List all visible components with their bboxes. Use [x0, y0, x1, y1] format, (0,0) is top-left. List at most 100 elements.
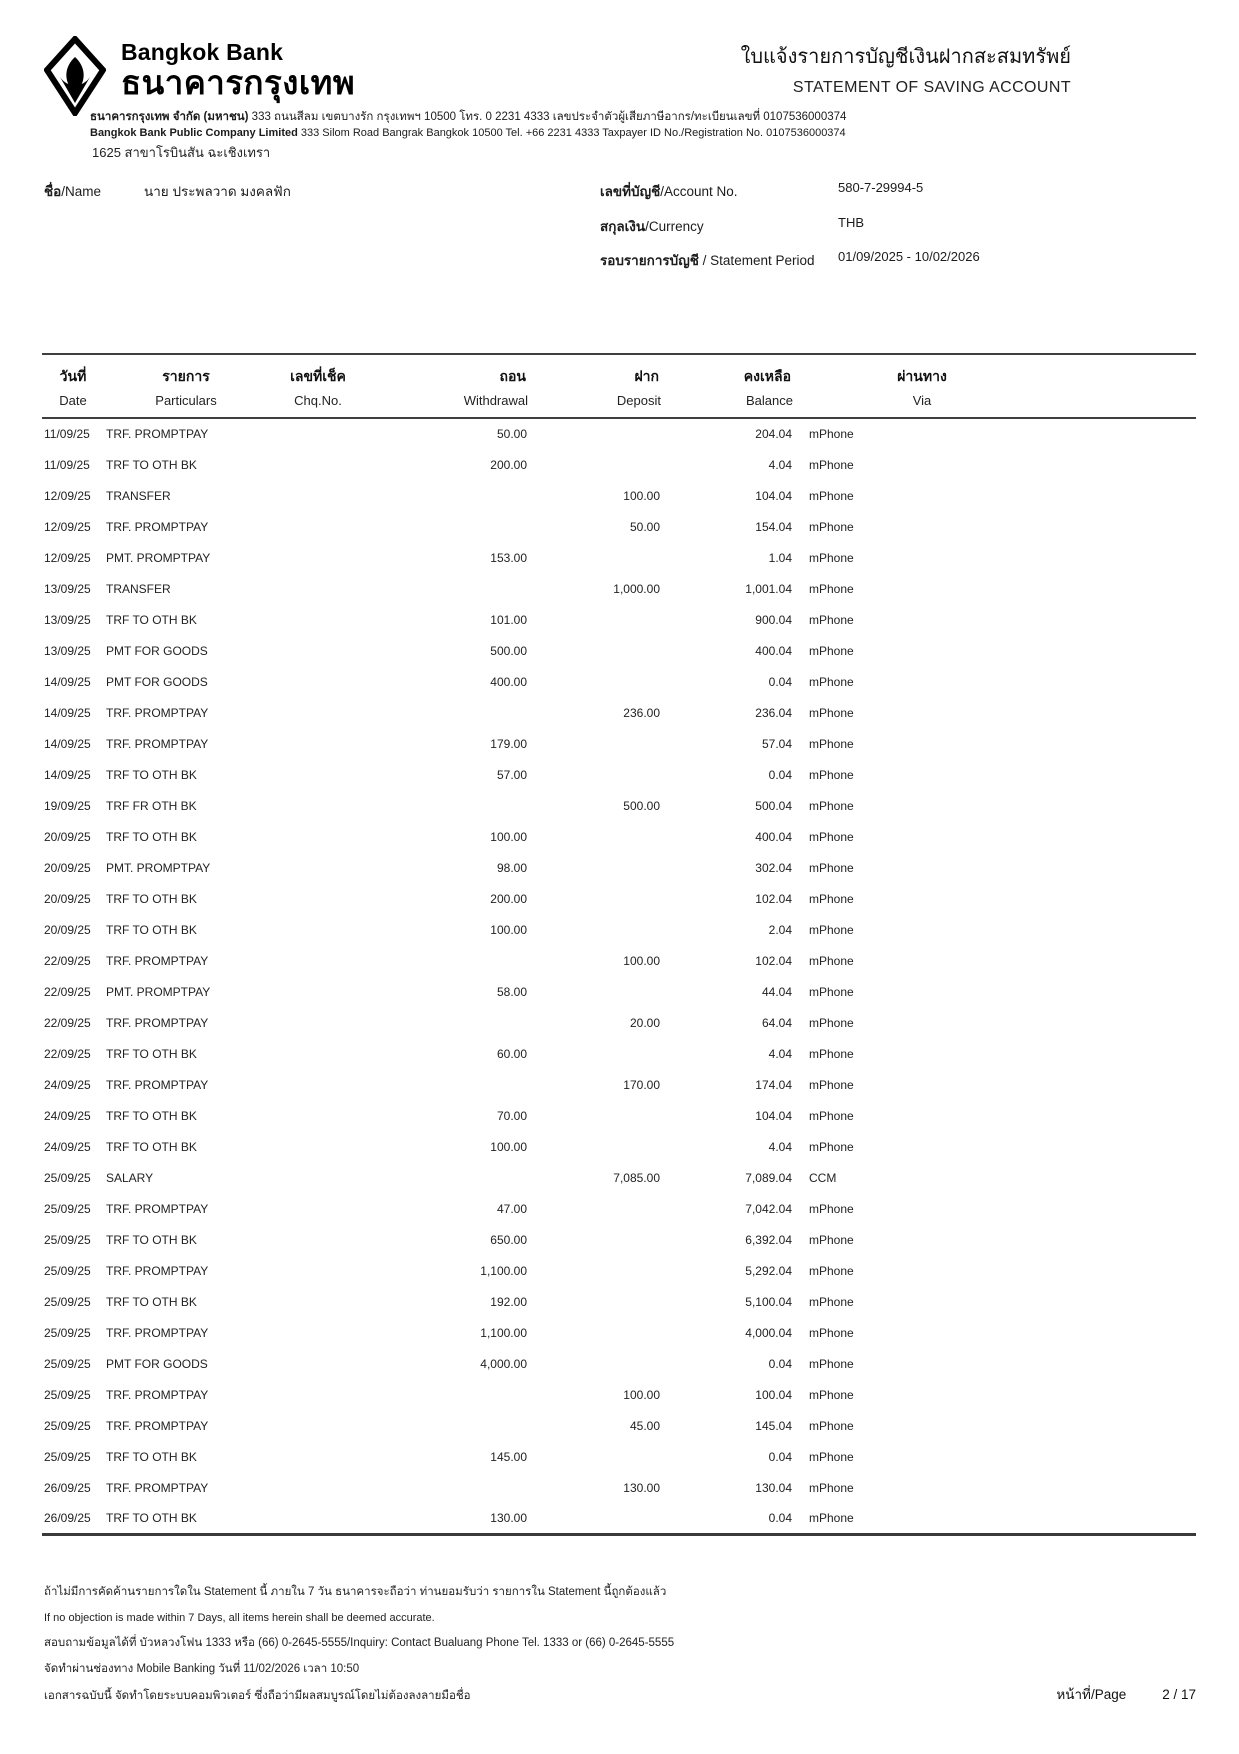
cell-balance: 900.04 [755, 612, 792, 627]
cell-chqno [268, 728, 368, 759]
cell-balance: 130.04 [755, 1480, 792, 1495]
cell-filler [1051, 1224, 1196, 1255]
cell-via: mPhone [809, 1232, 854, 1247]
cell-via: mPhone [809, 1387, 854, 1402]
cell-via: mPhone [809, 1046, 854, 1061]
cell-date: 20/09/25 [44, 891, 91, 906]
header-withdrawal-th: ถอน [499, 368, 526, 384]
table-row: 14/09/25 TRF. PROMPTPAY 179.00 57.04 mPh… [42, 728, 1196, 759]
cell-filler [1051, 1131, 1196, 1162]
cell-chqno [268, 1193, 368, 1224]
cell-balance: 7,042.04 [745, 1201, 792, 1216]
cell-via: mPhone [809, 1108, 854, 1123]
cell-date: 14/09/25 [44, 736, 91, 751]
cell-particulars: PMT. PROMPTPAY [106, 860, 211, 875]
cell-filler [1051, 821, 1196, 852]
cell-balance: 236.04 [755, 705, 792, 720]
footer: ถ้าไม่มีการคัดค้านรายการใดใน Statement น… [44, 1585, 1196, 1704]
table-row: 14/09/25 TRF TO OTH BK 57.00 0.04 mPhone [42, 759, 1196, 790]
cell-particulars: TRF TO OTH BK [106, 1510, 197, 1525]
cell-deposit [528, 1193, 661, 1224]
cell-chqno [268, 1317, 368, 1348]
cell-withdrawal: 98.00 [496, 860, 527, 875]
cell-filler [1051, 697, 1196, 728]
account-no-label-en: /Account No. [660, 184, 738, 199]
header-date-th: วันที่ [59, 368, 87, 384]
cell-via: mPhone [809, 953, 854, 968]
cell-filler [1051, 1162, 1196, 1193]
cell-filler [1051, 1503, 1196, 1534]
cell-particulars: TRF FR OTH BK [106, 798, 197, 813]
cell-particulars: TRF. PROMPTPAY [106, 1418, 209, 1433]
header-date-en: Date [59, 393, 87, 408]
cell-filler [1051, 883, 1196, 914]
document-title-th: ใบแจ้งรายการบัญชีเงินฝากสะสมทรัพย์ [740, 46, 1071, 68]
cell-particulars: PMT FOR GOODS [106, 643, 208, 658]
table-row: 24/09/25 TRF. PROMPTPAY 170.00 174.04 mP… [42, 1069, 1196, 1100]
cell-deposit: 500.00 [623, 798, 660, 813]
cell-chqno [268, 1069, 368, 1100]
cell-filler [1051, 1441, 1196, 1472]
cell-chqno [268, 1131, 368, 1162]
cell-date: 11/09/25 [44, 457, 90, 472]
cell-balance: 174.04 [755, 1077, 792, 1092]
cell-chqno [268, 914, 368, 945]
table-row: 22/09/25 TRF TO OTH BK 60.00 4.04 mPhone [42, 1038, 1196, 1069]
cell-deposit [528, 449, 661, 480]
cell-particulars: TRF TO OTH BK [106, 1449, 197, 1464]
cell-particulars: TRF. PROMPTPAY [106, 953, 209, 968]
cell-date: 13/09/25 [44, 612, 91, 627]
cell-withdrawal [368, 480, 528, 511]
cell-date: 25/09/25 [44, 1263, 91, 1278]
cell-chqno [268, 1441, 368, 1472]
cell-via: mPhone [809, 643, 854, 658]
cell-deposit [528, 635, 661, 666]
cell-particulars: TRF. PROMPTPAY [106, 705, 209, 720]
cell-chqno [268, 697, 368, 728]
cell-via: mPhone [809, 1510, 854, 1525]
cell-via: mPhone [809, 488, 854, 503]
cell-particulars: TRF. PROMPTPAY [106, 1325, 209, 1340]
cell-balance: 0.04 [768, 1510, 792, 1525]
cell-withdrawal: 47.00 [496, 1201, 527, 1216]
cell-chqno [268, 635, 368, 666]
page-number: หน้าที่/Page 2 / 17 [1056, 1687, 1196, 1702]
cell-balance: 5,100.04 [745, 1294, 792, 1309]
cell-balance: 1.04 [768, 550, 792, 565]
cell-filler [1051, 604, 1196, 635]
table-row: 25/09/25 TRF. PROMPTPAY 100.00 100.04 mP… [42, 1379, 1196, 1410]
cell-filler [1051, 1472, 1196, 1503]
table-row: 12/09/25 TRF. PROMPTPAY 50.00 154.04 mPh… [42, 511, 1196, 542]
header-chqno: เลขที่เช็ค Chq.No. [268, 354, 368, 419]
header-balance: คงเหลือ Balance [661, 354, 793, 419]
cell-chqno [268, 976, 368, 1007]
table-row: 22/09/25 TRF. PROMPTPAY 20.00 64.04 mPho… [42, 1007, 1196, 1038]
cell-chqno [268, 1007, 368, 1038]
cell-date: 26/09/25 [44, 1510, 91, 1525]
cell-withdrawal: 57.00 [496, 767, 527, 782]
cell-date: 12/09/25 [44, 550, 91, 565]
cell-withdrawal [368, 697, 528, 728]
cell-via: mPhone [809, 922, 854, 937]
cell-particulars: TRF. PROMPTPAY [106, 1015, 209, 1030]
bank-address-en-bold: Bangkok Bank Public Company Limited [90, 127, 298, 139]
table-row: 12/09/25 TRANSFER 100.00 104.04 mPhone [42, 480, 1196, 511]
cell-filler [1051, 573, 1196, 604]
bangkok-bank-lotus-diamond-icon [44, 36, 106, 116]
bank-name-en: Bangkok Bank [121, 39, 284, 65]
table-row: 25/09/25 TRF. PROMPTPAY 47.00 7,042.04 m… [42, 1193, 1196, 1224]
cell-filler [1051, 1193, 1196, 1224]
cell-particulars: TRF. PROMPTPAY [106, 1387, 209, 1402]
header-via-en: Via [912, 393, 932, 408]
document-title-en: STATEMENT OF SAVING ACCOUNT [792, 79, 1071, 96]
cell-withdrawal: 100.00 [490, 829, 527, 844]
cell-deposit [528, 1503, 661, 1534]
header-filler [1051, 354, 1196, 419]
header-chqno-en: Chq.No. [294, 393, 342, 408]
cell-date: 25/09/25 [44, 1170, 91, 1185]
cell-withdrawal: 500.00 [490, 643, 527, 658]
cell-withdrawal [368, 790, 528, 821]
table-row: 20/09/25 TRF TO OTH BK 200.00 102.04 mPh… [42, 883, 1196, 914]
bank-name-th: ธนาคารกรุงเทพ [121, 64, 356, 102]
cell-balance: 100.04 [755, 1387, 792, 1402]
